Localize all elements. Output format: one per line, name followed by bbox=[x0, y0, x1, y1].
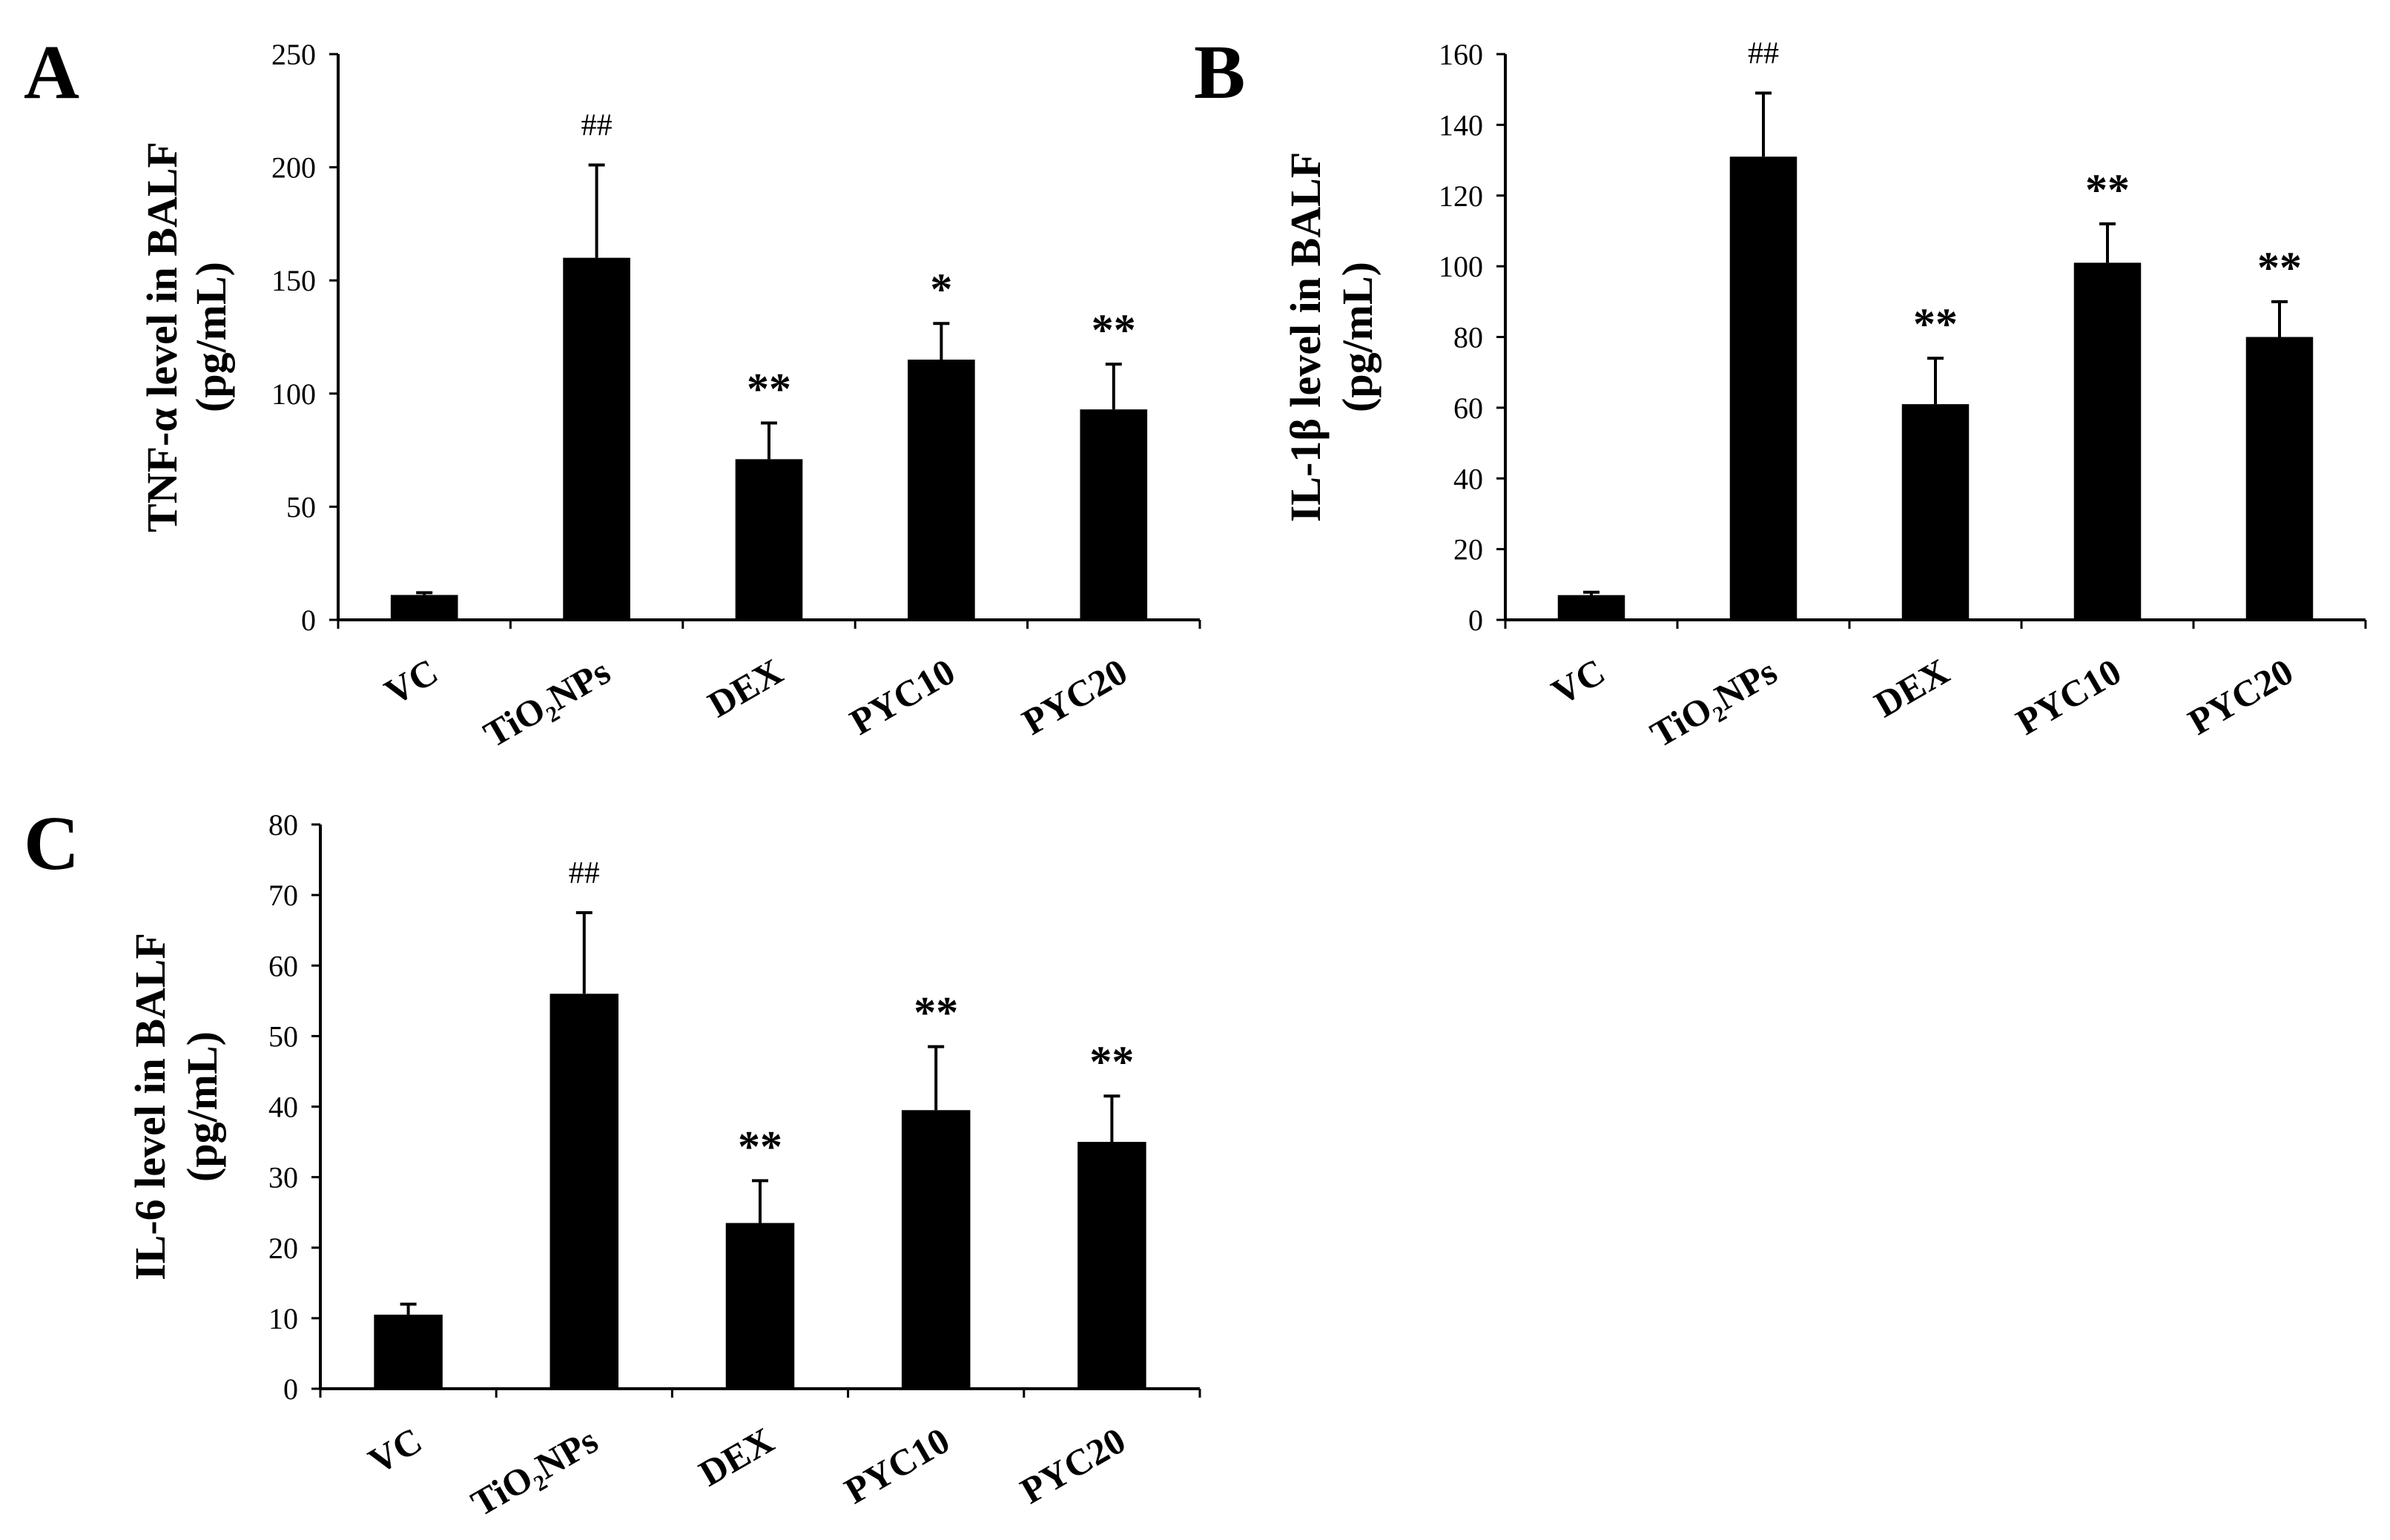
panel-b-bar bbox=[1901, 404, 1970, 620]
panel-b-y-tick-label: 140 bbox=[1439, 108, 1483, 142]
panel-c-category-label: TiO₂NPs bbox=[464, 1419, 604, 1524]
panel-c-bar bbox=[374, 1315, 443, 1389]
panel-b-category-label: TiO₂NPs bbox=[1643, 650, 1783, 756]
panel-a-bar bbox=[735, 459, 803, 620]
panel-b-ylabel-line2: (pg/mL) bbox=[1333, 262, 1381, 412]
panel-a-category-label: VC bbox=[377, 650, 445, 713]
panel-a: A 0 50 100 150 200 250 TNF-α level in BALF (pg/m… bbox=[24, 30, 1201, 756]
panel-c-y-tick-label: 40 bbox=[268, 1091, 298, 1124]
panel-b-bar bbox=[1557, 595, 1625, 620]
panel-a-ylabel-line1: TNF-α level in BALF bbox=[138, 142, 186, 532]
panel-c-label: C bbox=[24, 801, 79, 886]
panel-a-significance-label: ## bbox=[581, 109, 613, 143]
panel-b-bar bbox=[1729, 156, 1798, 620]
panel-c-y-tick-label: 70 bbox=[268, 879, 298, 912]
panel-c-y-tick-label: 20 bbox=[268, 1232, 298, 1265]
panel-b-bar bbox=[2073, 262, 2142, 620]
panel-c-category-label: PYC10 bbox=[837, 1419, 956, 1512]
panel-b-significance-label: ## bbox=[1748, 36, 1779, 70]
panel-c-bar bbox=[901, 1110, 971, 1389]
panel-c-significance-label: ** bbox=[738, 1122, 782, 1171]
panel-b-y-tick-label: 160 bbox=[1439, 38, 1483, 71]
panel-c-bar bbox=[725, 1223, 795, 1389]
panel-c-y-tick-label: 30 bbox=[268, 1161, 298, 1194]
panel-a-y-tick-label: 0 bbox=[301, 604, 316, 637]
panel-b-y-tick-label: 40 bbox=[1453, 462, 1483, 495]
panel-b-y-tick-label: 60 bbox=[1453, 391, 1483, 425]
panel-b-significance-label: ** bbox=[1913, 300, 1958, 348]
panel-b-y-tick-label: 120 bbox=[1439, 179, 1483, 213]
panel-a-significance-label: * bbox=[930, 265, 952, 314]
panel-a-category-label: TiO₂NPs bbox=[477, 650, 617, 756]
panel-c-category-label: PYC20 bbox=[1014, 1419, 1132, 1512]
panel-a-ylabel-line2: (pg/mL) bbox=[187, 262, 235, 412]
panel-b-y-tick-label: 80 bbox=[1453, 321, 1483, 354]
panel-c-significance-label: ## bbox=[569, 856, 600, 890]
panel-a-category-label: PYC20 bbox=[1015, 650, 1134, 743]
panel-a-y-tick-label: 250 bbox=[271, 38, 316, 71]
panel-b-category-label: PYC20 bbox=[2181, 650, 2300, 743]
panel-b: B 0 20 40 60 80 100 120 140 160 IL-1β level in BAL… bbox=[1194, 30, 2367, 756]
panel-c-significance-label: ** bbox=[1089, 1037, 1134, 1086]
panel-a-significance-label: ** bbox=[1092, 305, 1136, 354]
panel-c-y-tick-label: 10 bbox=[268, 1302, 298, 1335]
panel-c-ylabel-line2: (pg/mL) bbox=[178, 1031, 226, 1182]
panel-a-bar bbox=[563, 257, 630, 620]
panel-b-y-tick-label: 20 bbox=[1453, 533, 1483, 566]
panel-b-significance-label: ** bbox=[2257, 243, 2302, 292]
panel-c-ylabel-line1: IL-6 level in BALF bbox=[126, 933, 174, 1280]
panel-a-significance-label: ** bbox=[747, 364, 791, 413]
panel-b-y-tick-label: 0 bbox=[1468, 604, 1483, 637]
panel-a-category-label: DEX bbox=[701, 650, 789, 725]
panel-b-category-label: PYC10 bbox=[2009, 650, 2127, 743]
panel-a-bar bbox=[390, 595, 458, 620]
panel-c-y-tick-label: 50 bbox=[268, 1019, 298, 1053]
panel-b-bar bbox=[2245, 337, 2314, 620]
panel-b-label: B bbox=[1194, 30, 1245, 115]
panel-c-y-tick-label: 80 bbox=[268, 808, 298, 842]
panel-c-significance-label: ** bbox=[914, 988, 958, 1037]
panel-a-bar bbox=[1080, 409, 1148, 620]
panel-c-bar bbox=[549, 994, 619, 1389]
panel-a-label: A bbox=[24, 30, 79, 115]
panel-a-y-tick-label: 200 bbox=[271, 151, 316, 185]
panel-c: C 0 10 20 30 40 50 60 70 80 IL-6 level in BALF (pg/… bbox=[24, 801, 1201, 1524]
panel-c-category-label: DEX bbox=[692, 1419, 780, 1494]
panel-c-y-tick-label: 0 bbox=[283, 1372, 298, 1406]
panel-b-category-label: DEX bbox=[1867, 650, 1955, 725]
panel-a-y-tick-label: 150 bbox=[271, 264, 316, 297]
panel-a-bar bbox=[908, 360, 975, 620]
panel-c-y-tick-label: 60 bbox=[268, 949, 298, 982]
panel-b-ylabel-line1: IL-1β level in BALF bbox=[1281, 152, 1330, 522]
panel-a-category-label: PYC10 bbox=[843, 650, 962, 743]
panel-a-y-tick-label: 100 bbox=[271, 377, 316, 411]
panel-b-y-tick-label: 100 bbox=[1439, 250, 1483, 283]
panel-c-bar bbox=[1077, 1142, 1146, 1389]
panel-b-significance-label: ** bbox=[2085, 165, 2130, 214]
panel-c-category-label: VC bbox=[362, 1419, 429, 1482]
panel-a-y-tick-label: 50 bbox=[286, 490, 316, 523]
panel-b-category-label: VC bbox=[1545, 650, 1612, 713]
